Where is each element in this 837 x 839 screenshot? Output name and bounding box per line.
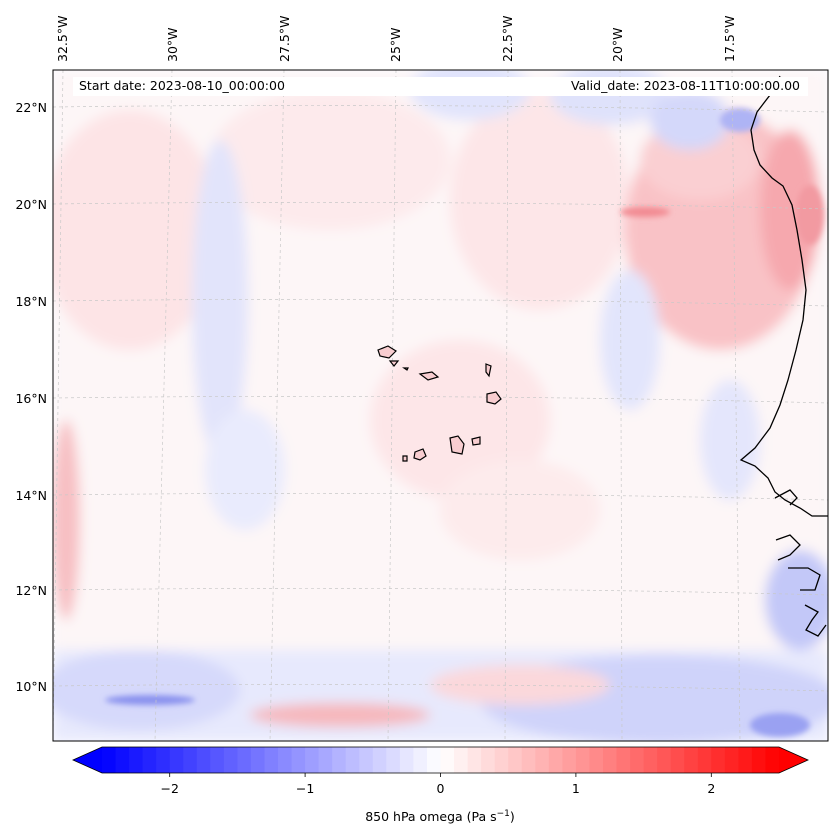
colorbar-title: 850 hPa omega (Pa s−1) bbox=[365, 809, 515, 824]
colorbar-segment bbox=[616, 747, 631, 773]
colorbar-segment bbox=[643, 747, 658, 773]
map-frame bbox=[52, 69, 829, 742]
colorbar-segment bbox=[548, 747, 563, 773]
colorbar-segment bbox=[291, 747, 306, 773]
colorbar-segment bbox=[318, 747, 333, 773]
lon-label: 22.5°W bbox=[500, 16, 515, 62]
colorbar-ticks: −2 −1 0 1 2 bbox=[160, 773, 715, 796]
colorbar-segment bbox=[738, 747, 753, 773]
lat-label: 14°N bbox=[15, 488, 47, 503]
colorbar-segment bbox=[142, 747, 157, 773]
colorbar-segment bbox=[467, 747, 482, 773]
colorbar-segment bbox=[156, 747, 171, 773]
start-date-label: Start date: 2023-08-10_00:00:00 bbox=[79, 78, 285, 93]
colorbar-segment bbox=[711, 747, 726, 773]
colorbar-low-extend bbox=[73, 747, 102, 773]
colorbar-segment bbox=[630, 747, 645, 773]
colorbar-segment bbox=[765, 747, 780, 773]
colorbar-segment bbox=[223, 747, 238, 773]
date-label-bg bbox=[73, 77, 808, 96]
colorbar-segment bbox=[602, 747, 618, 773]
colorbar-segments bbox=[102, 747, 780, 773]
colorbar-segment bbox=[399, 747, 415, 773]
colorbar-segment bbox=[345, 747, 360, 773]
colorbar-segment bbox=[494, 747, 509, 773]
omega-field bbox=[53, 70, 828, 741]
colorbar-segment bbox=[413, 747, 428, 773]
lat-label: 12°N bbox=[15, 583, 47, 598]
colorbar-segment bbox=[210, 747, 225, 773]
colorbar-tick-label: 1 bbox=[572, 781, 580, 796]
colorbar-segment bbox=[426, 747, 442, 773]
valid-date-label: Valid_date: 2023-08-11T10:00:00.00 bbox=[571, 78, 800, 93]
colorbar-segment bbox=[237, 747, 252, 773]
colorbar-segment bbox=[562, 747, 577, 773]
colorbar-segment bbox=[332, 747, 347, 773]
longitude-labels: 32.5°W 30°W 27.5°W 25°W 22.5°W 20°W 17.5… bbox=[55, 16, 737, 62]
lat-label: 22°N bbox=[15, 100, 47, 115]
colorbar-segment bbox=[196, 747, 211, 773]
lon-label: 20°W bbox=[610, 27, 625, 62]
colorbar-segment bbox=[169, 747, 184, 773]
colorbar-segment bbox=[129, 747, 144, 773]
colorbar-segment bbox=[724, 747, 739, 773]
colorbar-segment bbox=[521, 747, 536, 773]
colorbar-segment bbox=[278, 747, 293, 773]
lon-label: 25°W bbox=[388, 27, 403, 62]
lon-label: 32.5°W bbox=[55, 16, 70, 62]
map-gridlines bbox=[53, 70, 828, 741]
colorbar-outline bbox=[72, 746, 809, 774]
colorbar-tick-label: 0 bbox=[437, 781, 445, 796]
colorbar-segment bbox=[440, 747, 455, 773]
colorbar-segment bbox=[359, 747, 374, 773]
colorbar-segment bbox=[305, 747, 320, 773]
lat-label: 20°N bbox=[15, 197, 47, 212]
colorbar-segment bbox=[535, 747, 550, 773]
colorbar-segment bbox=[264, 747, 279, 773]
colorbar-segment bbox=[386, 747, 401, 773]
colorbar-segment bbox=[684, 747, 699, 773]
lon-label: 17.5°W bbox=[722, 16, 737, 62]
lat-label: 16°N bbox=[15, 391, 47, 406]
lon-label: 30°W bbox=[165, 27, 180, 62]
colorbar-segment bbox=[372, 747, 387, 773]
lon-label: 27.5°W bbox=[277, 16, 292, 62]
lat-label: 10°N bbox=[15, 679, 47, 694]
colorbar-segment bbox=[481, 747, 496, 773]
colorbar-segment bbox=[697, 747, 712, 773]
colorbar-tick-label: 2 bbox=[707, 781, 715, 796]
colorbar: −2 −1 0 1 2 850 hPa omega (Pa s−1) bbox=[72, 746, 809, 824]
colorbar-segment bbox=[102, 747, 117, 773]
colorbar-segment bbox=[508, 747, 523, 773]
latitude-labels: 22°N 20°N 18°N 16°N 14°N 12°N 10°N bbox=[15, 100, 47, 694]
cape-verde-islands bbox=[377, 345, 502, 462]
coastline bbox=[739, 75, 828, 637]
colorbar-segment bbox=[250, 747, 266, 773]
colorbar-segment bbox=[670, 747, 685, 773]
colorbar-tick-label: −1 bbox=[296, 781, 314, 796]
colorbar-segment bbox=[751, 747, 767, 773]
colorbar-segment bbox=[183, 747, 198, 773]
colorbar-segment bbox=[657, 747, 672, 773]
colorbar-segment bbox=[589, 747, 604, 773]
map-panel: Start date: 2023-08-10_00:00:00 Valid_da… bbox=[53, 70, 828, 741]
colorbar-tick-label: −2 bbox=[160, 781, 178, 796]
colorbar-high-extend bbox=[779, 747, 808, 773]
colorbar-segment bbox=[454, 747, 469, 773]
colorbar-segment bbox=[115, 747, 130, 773]
lat-label: 18°N bbox=[15, 294, 47, 309]
colorbar-segment bbox=[575, 747, 591, 773]
